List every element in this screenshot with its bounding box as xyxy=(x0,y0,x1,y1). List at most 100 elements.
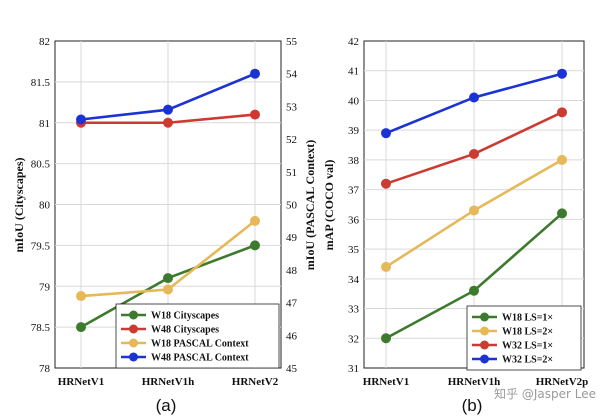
y-right-tick-label: 46 xyxy=(286,330,298,342)
legend-label: W18 LS=1× xyxy=(502,313,553,324)
y-right-tick-label: 55 xyxy=(286,36,298,48)
chart-b-panel-label: (b) xyxy=(462,396,483,415)
data-point xyxy=(381,261,391,272)
data-point xyxy=(469,205,479,216)
series-0 xyxy=(76,240,260,333)
chart-b-categories: HRNetV1 HRNetV1h HRNetV2p xyxy=(363,376,589,388)
legend-label: W18 PASCAL Context xyxy=(151,339,249,350)
x-tick-label: HRNetV2 xyxy=(232,376,279,388)
data-point xyxy=(381,178,391,189)
legend-swatch-marker xyxy=(129,324,138,334)
chart-b-ticks: 31 32 33 34 35 36 37 38 39 40 41 42 xyxy=(348,36,360,375)
y-tick-label: 42 xyxy=(348,36,359,48)
y-tick-label: 81.5 xyxy=(31,77,51,89)
data-point xyxy=(557,208,567,219)
legend-swatch-marker xyxy=(480,340,489,350)
legend-label: W18 Cityscapes xyxy=(151,311,219,322)
data-point xyxy=(381,128,391,139)
chart-b-ylabel: mAP (COCO val) xyxy=(322,160,336,251)
y-right-tick-label: 53 xyxy=(286,101,298,113)
chart-a-ylabel-right: mIoU (PASCAL Context) xyxy=(303,140,317,270)
legend-item: W18 Cityscapes xyxy=(121,310,219,322)
chart-b-legend: W18 LS=1× W18 LS=2× W32 LS=1× W32 LS=2× xyxy=(466,305,582,371)
y-tick-label: 38 xyxy=(348,155,360,167)
y-tick-label: 82 xyxy=(39,36,50,48)
y-right-tick-label: 47 xyxy=(286,298,298,310)
series-2 xyxy=(381,107,567,189)
data-point xyxy=(469,92,479,103)
legend-swatch-marker xyxy=(480,326,489,336)
y-right-tick-label: 54 xyxy=(286,69,298,81)
chart-a-legend: W18 Cityscapes W48 Cityscapes W18 PASCAL C… xyxy=(115,303,280,369)
data-point xyxy=(250,215,260,226)
x-tick-label: HRNetV2p xyxy=(536,376,589,388)
y-tick-label: 40 xyxy=(348,95,360,107)
legend-item: W18 PASCAL Context xyxy=(121,338,249,350)
y-tick-label: 35 xyxy=(348,244,360,256)
y-right-tick-label: 48 xyxy=(286,265,298,277)
legend-item: W48 Cityscapes xyxy=(121,324,219,336)
data-point xyxy=(557,154,567,165)
data-point xyxy=(250,240,260,251)
legend-label: W48 Cityscapes xyxy=(151,325,219,336)
legend-swatch-marker xyxy=(129,338,138,348)
y-tick-label: 31 xyxy=(348,363,359,375)
chart-a-panel-label: (a) xyxy=(156,396,177,415)
y-tick-label: 79 xyxy=(39,281,51,293)
x-tick-label: HRNetV1 xyxy=(58,376,104,388)
x-tick-label: HRNetV1 xyxy=(363,376,409,388)
data-point xyxy=(163,273,173,284)
data-point xyxy=(557,68,567,79)
chart-b: 31 32 33 34 35 36 37 38 39 40 41 42 HRNetV1 HRNetV1h… xyxy=(322,36,588,415)
x-tick-label: HRNetV1h xyxy=(142,376,195,388)
chart-b-series xyxy=(381,68,567,344)
y-right-tick-label: 50 xyxy=(286,200,298,212)
watermark: 知乎 @Jasper Lee xyxy=(494,387,596,401)
y-tick-label: 79.5 xyxy=(31,240,51,252)
data-point xyxy=(250,68,260,79)
data-point xyxy=(557,107,567,118)
legend-label: W48 PASCAL Context xyxy=(151,353,249,364)
series-1 xyxy=(381,154,567,272)
chart-a-categories: HRNetV1 HRNetV1h HRNetV2 xyxy=(58,376,279,388)
y-tick-label: 37 xyxy=(348,185,360,197)
legend-swatch-marker xyxy=(129,310,138,320)
chart-a-left-ticks: 78 78.5 79 79.5 80 80.5 81 81.5 82 xyxy=(31,36,51,375)
data-point xyxy=(250,109,260,120)
chart-a-series xyxy=(76,68,260,333)
legend-item: W18 LS=1× xyxy=(472,312,553,324)
chart-a: 78 78.5 79 79.5 80 80.5 81 81.5 82 45 46 47 48 49 50 5… xyxy=(12,36,317,415)
y-right-tick-label: 45 xyxy=(286,363,298,375)
chart-a-ylabel-left: mIoU (Cityscapes) xyxy=(12,158,26,253)
y-tick-label: 32 xyxy=(348,333,359,345)
legend-swatch-marker xyxy=(480,312,489,322)
series-3 xyxy=(381,68,567,139)
y-tick-label: 36 xyxy=(348,214,360,226)
legend-label: W32 LS=1× xyxy=(502,341,553,352)
y-right-tick-label: 51 xyxy=(286,167,297,179)
y-tick-label: 78.5 xyxy=(31,322,51,334)
y-tick-label: 39 xyxy=(348,125,360,137)
y-tick-label: 33 xyxy=(348,304,360,316)
legend-swatch-marker xyxy=(129,352,138,362)
series-3 xyxy=(76,68,260,125)
data-point xyxy=(163,104,173,115)
x-tick-label: HRNetV1h xyxy=(448,376,501,388)
y-tick-label: 80 xyxy=(39,200,51,212)
series-2 xyxy=(76,215,260,302)
legend-item: W18 LS=2× xyxy=(472,326,553,338)
y-right-tick-label: 52 xyxy=(286,134,297,146)
y-tick-label: 81 xyxy=(39,118,50,130)
data-point xyxy=(76,291,86,302)
legend-label: W18 LS=2× xyxy=(502,327,553,338)
data-point xyxy=(163,284,173,295)
y-right-tick-label: 49 xyxy=(286,232,298,244)
data-point xyxy=(76,322,86,333)
data-point xyxy=(163,117,173,128)
legend-item: W32 LS=2× xyxy=(472,354,553,366)
legend-item: W48 PASCAL Context xyxy=(121,352,249,364)
legend-swatch-marker xyxy=(480,354,489,364)
data-point xyxy=(469,285,479,296)
y-tick-label: 34 xyxy=(348,274,360,286)
